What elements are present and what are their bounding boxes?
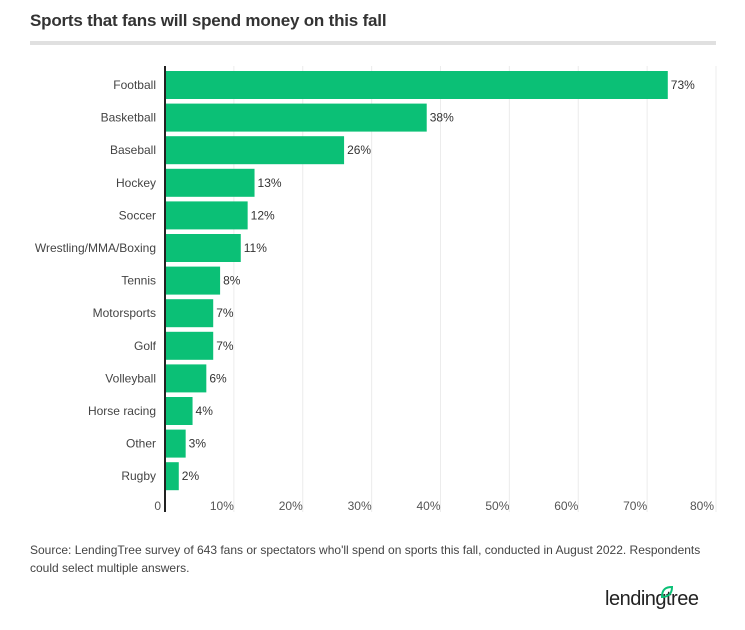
bar [165,397,193,425]
bar [165,136,345,165]
category-label: Soccer [119,208,156,222]
bar [165,168,255,197]
data-label: 13% [258,176,282,190]
category-label: Other [126,437,156,451]
leaf-icon [660,585,674,599]
category-label: Rugby [121,469,156,483]
data-label: 6% [209,371,227,385]
x-tick-label: 70% [623,499,647,513]
data-label: 73% [671,78,695,92]
bar [165,201,248,230]
x-tick-label: 50% [485,499,509,513]
data-label: 4% [196,404,214,418]
bar [165,462,179,491]
bar [165,331,214,360]
x-tick-label: 20% [279,499,303,513]
category-label: Tennis [121,274,156,288]
source-note: Source: LendingTree survey of 643 fans o… [30,543,701,575]
x-tick-label: 40% [416,499,440,513]
category-label: Baseball [110,143,156,157]
data-label: 38% [430,111,454,125]
bar [165,299,214,328]
bar [165,103,427,132]
category-label: Basketball [101,111,156,125]
data-label: 7% [216,306,234,320]
lendingtree-logo: lendingtree [605,588,699,610]
data-label: 8% [223,274,241,288]
category-label: Golf [134,339,157,353]
bar-chart: 0 10% 20% 30% 40% 50% 60% 70% 80% Football 73% Bask… [35,66,717,513]
title-divider [30,41,716,45]
category-label: Motorsports [93,306,156,320]
x-tick-label: 0 [154,499,161,513]
category-label: Hockey [116,176,156,190]
x-tick-label: 10% [210,499,234,513]
data-label: 11% [244,241,267,255]
category-label: Football [113,78,156,92]
category-label: Horse racing [88,404,156,418]
data-label: 7% [216,339,234,353]
x-tick-label: 60% [554,499,578,513]
x-tick-label: 30% [348,499,372,513]
data-label: 3% [189,437,207,451]
bar [165,364,207,393]
x-tick-label: 80% [690,499,714,513]
bar [165,71,668,99]
bar [165,266,221,295]
data-label: 26% [347,143,371,157]
category-label: Wrestling/MMA/Boxing [35,241,156,255]
category-label: Volleyball [105,371,156,385]
chart-title: Sports that fans will spend money on thi… [30,11,387,30]
data-label: 2% [182,469,200,483]
bar [165,429,186,458]
data-label: 12% [251,208,275,222]
bar [165,234,241,262]
